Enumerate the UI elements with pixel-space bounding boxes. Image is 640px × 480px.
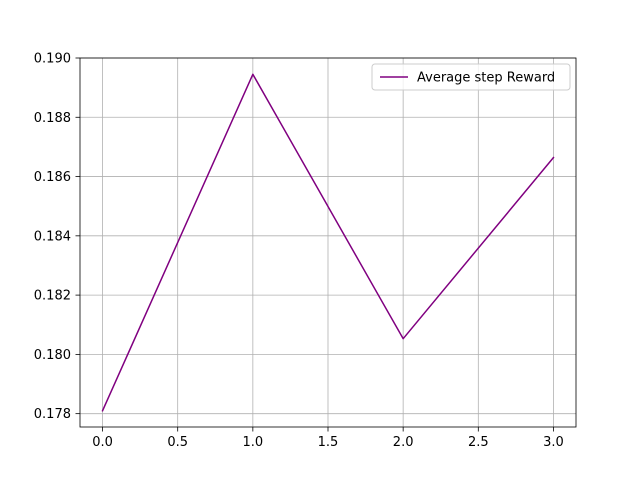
x-tick-label: 1.5 (318, 435, 339, 450)
y-tick-label: 0.184 (34, 229, 71, 244)
x-tick-label: 2.5 (468, 435, 489, 450)
y-tick-label: 0.182 (34, 289, 71, 304)
legend: Average step Reward (371, 63, 571, 91)
y-tick-label: 0.180 (34, 348, 71, 363)
x-tick-label: 0.5 (167, 435, 188, 450)
y-tick-label: 0.190 (34, 52, 71, 67)
y-tick-label: 0.188 (34, 111, 71, 126)
legend-box (371, 63, 571, 91)
series-layer (101, 73, 555, 412)
series-line (101, 73, 555, 412)
y-tick-label: 0.186 (34, 170, 71, 185)
axes-frame (79, 57, 577, 428)
y-tick-label: 0.178 (34, 407, 71, 422)
axes: 0.0 0.5 1.0 1.5 2.0 2.5 3.0 0.178 0.180 0.182 0.18… (34, 52, 577, 450)
legend-label: Average step Reward (417, 71, 555, 86)
x-tick-label: 3.0 (543, 435, 564, 450)
x-tick-label: 1.0 (243, 435, 264, 450)
x-tick-label: 2.0 (393, 435, 414, 450)
x-tick-label: 0.0 (92, 435, 113, 450)
